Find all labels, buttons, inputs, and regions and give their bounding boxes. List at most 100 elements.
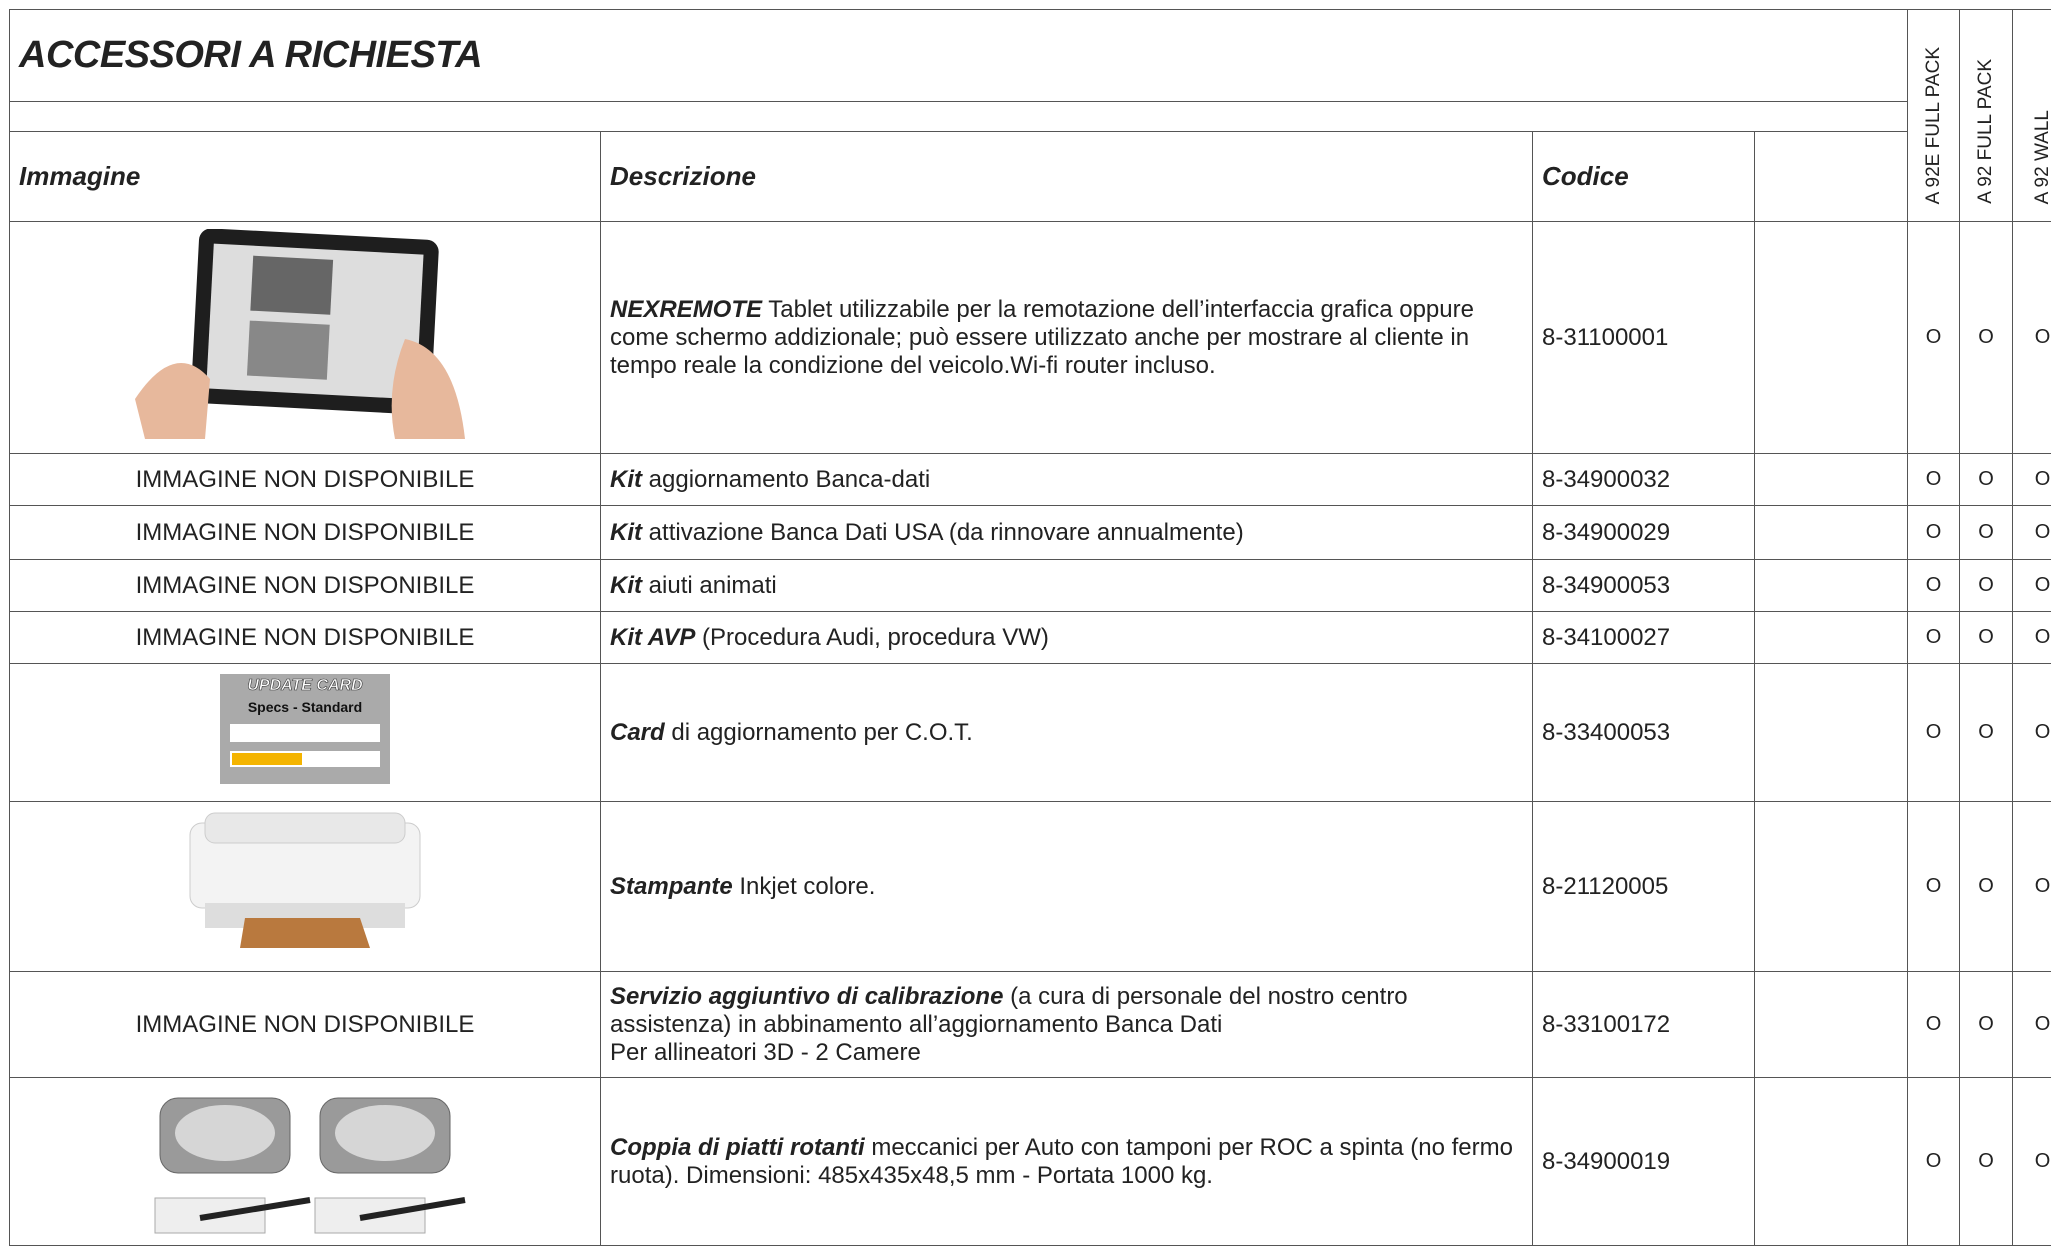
column-header: A 92 WALL <box>2032 110 2051 204</box>
image-cell <box>10 802 601 972</box>
image-cell: IMMAGINE NON DISPONIBILE <box>10 454 601 506</box>
item-name: Kit <box>610 572 642 599</box>
item-name: Servizio aggiuntivo di calibrazione <box>610 983 1003 1010</box>
column-header: Codice <box>1533 132 1755 222</box>
empty-cell <box>1755 222 1908 454</box>
item-name: NEXREMOTE <box>610 296 762 323</box>
empty-cell <box>1755 972 1908 1078</box>
image-cell: UPDATE CARD Specs - Standard <box>10 664 601 802</box>
item-name: Coppia di piatti rotanti <box>610 1134 865 1161</box>
availability-mark: O <box>2013 612 2051 664</box>
availability-mark: O <box>1908 612 1960 664</box>
availability-mark: O <box>1960 612 2013 664</box>
availability-mark: O <box>2013 454 2051 506</box>
availability-mark: O <box>1908 454 1960 506</box>
image-cell <box>10 1078 601 1246</box>
availability-mark: O <box>1908 802 1960 972</box>
availability-mark: O <box>1960 506 2013 560</box>
availability-mark: O <box>2013 506 2051 560</box>
availability-mark: O <box>1908 506 1960 560</box>
empty-cell <box>1755 506 1908 560</box>
plates-image <box>140 1078 470 1238</box>
empty-cell <box>1755 1078 1908 1246</box>
item-name: Kit AVP <box>610 624 695 651</box>
code-cell: 8-31100001 <box>1533 222 1755 454</box>
code-cell: 8-34900053 <box>1533 560 1755 612</box>
column-header: Immagine <box>10 132 601 222</box>
table-row: UPDATE CARD Specs - Standard Card di aggio… <box>10 664 2051 802</box>
code-cell: 8-33100172 <box>1533 972 1755 1078</box>
availability-mark: O <box>2013 1078 2051 1246</box>
description-cell: Kit aiuti animati <box>601 560 1533 612</box>
card-image: UPDATE CARD Specs - Standard <box>220 674 390 784</box>
description-cell: Kit aggiornamento Banca-dati <box>601 454 1533 506</box>
image-cell: IMMAGINE NON DISPONIBILE <box>10 612 601 664</box>
description-cell: Stampante Inkjet colore. <box>601 802 1533 972</box>
empty-cell <box>1755 454 1908 506</box>
code-cell: 8-33400053 <box>1533 664 1755 802</box>
item-name: Kit <box>610 466 642 493</box>
description-cell: Coppia di piatti rotanti meccanici per A… <box>601 1078 1533 1246</box>
card-text: Specs - Standard <box>248 699 362 715</box>
item-description: attivazione Banca Dati USA (da rinnovare… <box>649 519 1244 546</box>
availability-mark: O <box>1960 222 2013 454</box>
tablet-image <box>135 229 475 439</box>
item-name: Kit <box>610 519 642 546</box>
availability-mark: O <box>2013 664 2051 802</box>
image-cell <box>10 222 601 454</box>
code-cell: 8-34900019 <box>1533 1078 1755 1246</box>
description-cell: Servizio aggiuntivo di calibrazione (a c… <box>601 972 1533 1078</box>
empty-cell <box>1755 664 1908 802</box>
item-description: aiuti animati <box>649 572 777 599</box>
availability-mark: O <box>2013 802 2051 972</box>
availability-mark: O <box>1908 560 1960 612</box>
item-detail: Per allineatori 3D - 2 Camere <box>610 1039 1523 1067</box>
image-cell: IMMAGINE NON DISPONIBILE <box>10 560 601 612</box>
image-cell: IMMAGINE NON DISPONIBILE <box>10 972 601 1078</box>
column-header: A 92 FULL PACK <box>1975 59 1997 204</box>
code-cell: 8-21120005 <box>1533 802 1755 972</box>
availability-mark: O <box>1960 972 2013 1078</box>
empty-cell <box>1755 612 1908 664</box>
availability-mark: O <box>1908 1078 1960 1246</box>
empty-cell <box>1755 802 1908 972</box>
availability-mark: O <box>2013 560 2051 612</box>
availability-mark: O <box>2013 222 2051 454</box>
item-description: aggiornamento Banca-dati <box>649 466 931 493</box>
column-header: A 92E FULL PACK <box>1923 47 1945 204</box>
item-name: Card <box>610 719 665 746</box>
availability-mark: O <box>2013 972 2051 1078</box>
code-cell: 8-34100027 <box>1533 612 1755 664</box>
description-cell: NEXREMOTE Tablet utilizzabile per la rem… <box>601 222 1533 454</box>
availability-mark: O <box>1960 802 2013 972</box>
item-description: (Procedura Audi, procedura VW) <box>702 624 1049 651</box>
item-description: Inkjet colore. <box>739 873 875 900</box>
item-description: di aggiornamento per C.O.T. <box>671 719 973 746</box>
description-cell: Kit AVP (Procedura Audi, procedura VW) <box>601 612 1533 664</box>
empty-cell <box>1755 560 1908 612</box>
card-text: UPDATE CARD <box>247 677 363 694</box>
availability-mark: O <box>1908 972 1960 1078</box>
availability-mark: O <box>1960 1078 2013 1246</box>
item-name: Stampante <box>610 873 733 900</box>
code-cell: 8-34900029 <box>1533 506 1755 560</box>
availability-mark: O <box>1960 664 2013 802</box>
availability-mark: O <box>1908 222 1960 454</box>
table-row: Coppia di piatti rotanti meccanici per A… <box>10 1078 2051 1246</box>
image-cell: IMMAGINE NON DISPONIBILE <box>10 506 601 560</box>
description-cell: Kit attivazione Banca Dati USA (da rinno… <box>601 506 1533 560</box>
description-cell: Card di aggiornamento per C.O.T. <box>601 664 1533 802</box>
availability-mark: O <box>1960 454 2013 506</box>
code-cell: 8-34900032 <box>1533 454 1755 506</box>
availability-mark: O <box>1960 560 2013 612</box>
table-row: NEXREMOTE Tablet utilizzabile per la rem… <box>10 222 2051 454</box>
printer-image <box>185 808 425 958</box>
accessories-table: ACCESSORI A RICHIESTA A 92E FULL PACK A … <box>9 9 2051 1246</box>
